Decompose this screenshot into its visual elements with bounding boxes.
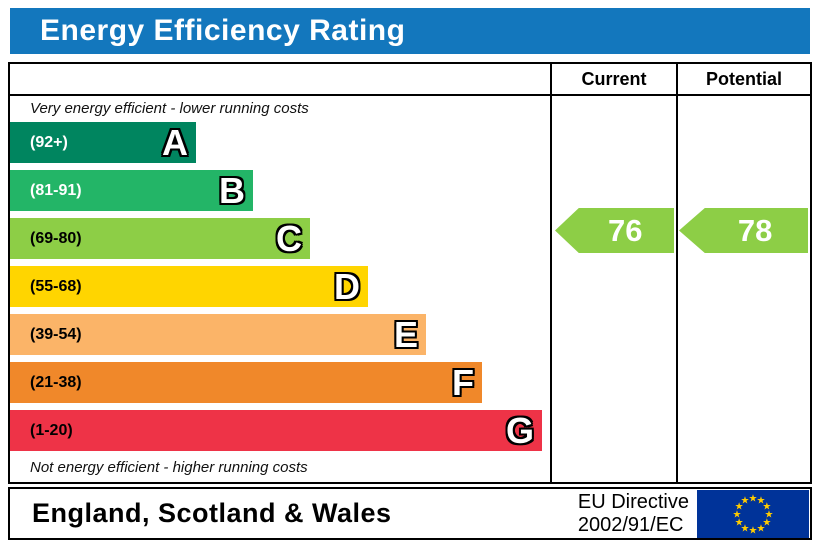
current-column: 76 <box>550 96 676 482</box>
header-row: Current Potential <box>10 64 810 96</box>
svg-text:★: ★ <box>741 495 750 506</box>
band-range-label: (21-38) <box>30 373 82 391</box>
svg-text:★: ★ <box>765 509 774 520</box>
band-row-b: (81-91) B <box>10 170 550 211</box>
band-letter: E <box>393 314 418 355</box>
eu-directive-line2: 2002/91/EC <box>577 513 684 536</box>
current-rating-value: 76 <box>607 212 643 248</box>
band-range-label: (69-80) <box>30 229 82 247</box>
potential-rating-value: 78 <box>737 212 773 248</box>
svg-text:★: ★ <box>735 501 744 512</box>
footer: England, Scotland & Wales EU Directive 2… <box>8 487 812 540</box>
band-letter: G <box>505 410 534 451</box>
band-row-f: (21-38) F <box>10 362 550 403</box>
svg-text:★: ★ <box>762 501 771 512</box>
svg-text:★: ★ <box>735 517 744 528</box>
caption-not-efficient: Not energy efficient - higher running co… <box>30 459 308 476</box>
eu-flag-icon: ★ ★★★★★★★★★★★ <box>697 489 809 538</box>
title-bar: Energy Efficiency Rating <box>10 8 810 54</box>
band-bar-c: (69-80) C <box>10 218 310 259</box>
svg-text:★: ★ <box>741 523 750 534</box>
header-potential: Potential <box>676 64 810 94</box>
svg-text:★: ★ <box>749 525 758 536</box>
eu-directive-label: EU Directive 2002/91/EC <box>578 491 689 536</box>
band-range-label: (81-91) <box>30 181 82 199</box>
potential-rating-arrow: 78 <box>679 208 808 253</box>
band-row-g: (1-20) G <box>10 410 550 451</box>
current-rating-arrow: 76 <box>555 208 674 253</box>
band-bar-b: (81-91) B <box>10 170 253 211</box>
table-body: Very energy efficient - lower running co… <box>10 96 810 482</box>
band-bar-e: (39-54) E <box>10 314 426 355</box>
potential-column: 78 <box>676 96 810 482</box>
band-range-label: (55-68) <box>30 277 82 295</box>
bands-column: Very energy efficient - lower running co… <box>10 96 550 482</box>
svg-text:★: ★ <box>733 509 742 520</box>
band-row-d: (55-68) D <box>10 266 550 307</box>
rating-table: Current Potential Very energy efficient … <box>8 62 812 484</box>
band-range-label: (92+) <box>30 133 68 151</box>
svg-text:★: ★ <box>757 523 766 534</box>
band-bar-f: (21-38) F <box>10 362 482 403</box>
band-row-e: (39-54) E <box>10 314 550 355</box>
band-bar-d: (55-68) D <box>10 266 368 307</box>
svg-text:★: ★ <box>762 517 771 528</box>
band-bar-g: (1-20) G <box>10 410 542 451</box>
band-letter: F <box>452 362 474 403</box>
band-range-label: (1-20) <box>30 421 73 439</box>
header-current: Current <box>550 64 676 94</box>
band-range-label: (39-54) <box>30 325 82 343</box>
band-letter: D <box>334 266 360 307</box>
band-row-a: (92+) A <box>10 122 550 163</box>
eu-directive-line1: EU Directive <box>577 491 689 514</box>
region-label: England, Scotland & Wales <box>32 498 392 528</box>
header-bands-spacer <box>10 64 550 94</box>
caption-efficient: Very energy efficient - lower running co… <box>30 100 309 117</box>
band-row-c: (69-80) C <box>10 218 550 259</box>
band-letter: B <box>219 170 245 211</box>
svg-text:★: ★ <box>757 495 766 506</box>
page-title: Energy Efficiency Rating <box>40 14 406 47</box>
band-letter: A <box>162 122 188 163</box>
bands-list: (92+) A (81-91) B (69-80) C (55-68) D (39-54) E (2… <box>10 122 550 451</box>
svg-text:★: ★ <box>749 493 758 504</box>
band-letter: C <box>276 218 302 259</box>
band-bar-a: (92+) A <box>10 122 196 163</box>
